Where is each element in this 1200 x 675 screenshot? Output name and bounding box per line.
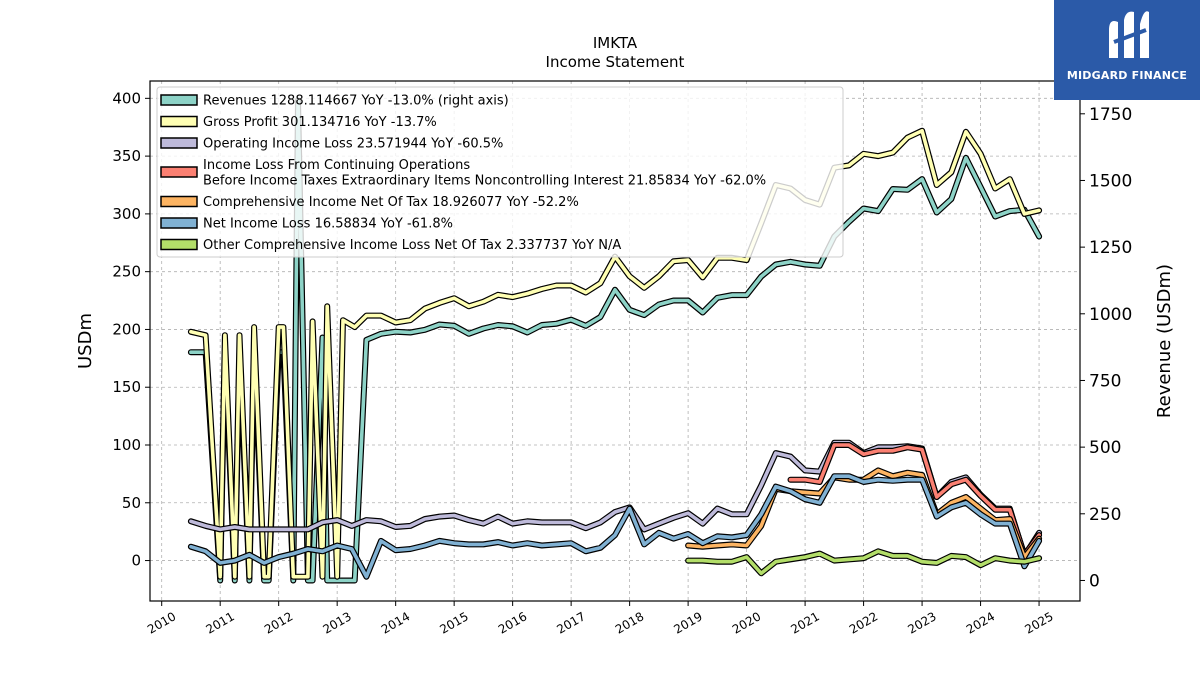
x-tick-label: 2018: [613, 609, 646, 636]
legend-swatch: [160, 115, 198, 128]
y-tick-label: 100: [112, 436, 141, 454]
legend-entry-line: Comprehensive Income Net Of Tax 18.92607…: [203, 195, 579, 210]
x-tick-label: 2012: [262, 609, 295, 636]
legend-entry: Income Loss From Continuing Operations Be…: [203, 158, 766, 189]
company-logo: MIDGARD FINANCE: [1054, 0, 1200, 100]
y2-tick-label: 250: [1089, 505, 1121, 525]
legend-entry: Other Comprehensive Income Loss Net Of T…: [203, 238, 621, 253]
legend-swatch: [160, 238, 198, 251]
legend: Revenues 1288.114667 YoY -13.0% (right a…: [156, 86, 844, 258]
chart-title: IMKTA: [593, 34, 638, 52]
x-tick-label: 2023: [905, 609, 938, 636]
legend-entry-line: Other Comprehensive Income Loss Net Of T…: [203, 238, 621, 253]
legend-entry: Revenues 1288.114667 YoY -13.0% (right a…: [203, 94, 509, 109]
legend-entry-line: Operating Income Loss 23.571944 YoY -60.…: [203, 137, 503, 152]
x-tick-label: 2016: [496, 609, 529, 636]
series-1: [187, 127, 1043, 580]
y-tick-label: 150: [112, 378, 141, 396]
logo-mark-icon: [1109, 11, 1149, 58]
x-tick-label: 2015: [437, 609, 470, 636]
y-tick-label: 200: [112, 320, 141, 338]
x-tick-label: 2020: [730, 609, 763, 636]
x-tick-label: 2010: [145, 609, 178, 636]
series-6: [685, 548, 1043, 577]
x-tick-label: 2014: [379, 609, 412, 636]
plot-frame: [149, 80, 1081, 602]
y-tick-label: 250: [112, 263, 141, 281]
series-line: [686, 549, 1041, 576]
y2-axis-label: Revenue (USDm): [1154, 264, 1175, 418]
x-tick-label: 2024: [964, 609, 997, 636]
y2-tick-label: 750: [1089, 371, 1121, 391]
legend-swatch: [160, 137, 198, 149]
series-line: [788, 443, 1041, 557]
chart-subtitle: Income Statement: [546, 53, 685, 71]
y2-tick-label: 1500: [1089, 171, 1132, 191]
legend-entry: Net Income Loss 16.58834 YoY -61.8%: [203, 217, 453, 232]
series-5: [187, 473, 1043, 580]
x-tick-label: 2013: [320, 609, 353, 636]
y-tick-label: 300: [112, 205, 141, 223]
x-tick-label: 2011: [203, 609, 236, 636]
legend-swatch: [160, 166, 198, 178]
legend-entry-line: Gross Profit 301.134716 YoY -13.7%: [203, 115, 437, 130]
series-line: [189, 474, 1041, 579]
series-3: [787, 442, 1043, 558]
y2-tick-label: 500: [1089, 438, 1121, 458]
x-tick-label: 2022: [847, 609, 880, 636]
legend-swatch: [160, 195, 198, 208]
y-tick-label: 400: [112, 89, 141, 107]
y-axis-label: USDm: [75, 313, 96, 369]
x-tick-label: 2025: [1022, 609, 1055, 636]
y2-tick-label: 1250: [1089, 238, 1132, 258]
legend-swatch: [160, 94, 198, 106]
y2-tick-label: 1750: [1089, 105, 1132, 125]
y-tick-label: 350: [112, 147, 141, 165]
legend-entry-line: Net Income Loss 16.58834 YoY -61.8%: [203, 217, 453, 232]
legend-box: [156, 86, 844, 258]
logo-text: MIDGARD FINANCE: [1066, 69, 1188, 82]
x-tick-label: 2019: [671, 609, 704, 636]
y2-tick-label: 1000: [1089, 305, 1132, 325]
legend-entry: Gross Profit 301.134716 YoY -13.7%: [203, 115, 437, 130]
y-tick-label: 50: [122, 494, 141, 512]
legend-entry: Comprehensive Income Net Of Tax 18.92607…: [203, 195, 579, 210]
legend-entry-line: Revenues 1288.114667 YoY -13.0% (right a…: [203, 94, 509, 109]
x-tick-label: 2021: [788, 609, 821, 636]
y-tick-label: 0: [131, 552, 141, 570]
y2-tick-label: 0: [1089, 571, 1100, 591]
legend-swatch: [160, 217, 198, 229]
legend-entry: Operating Income Loss 23.571944 YoY -60.…: [203, 137, 503, 152]
series-line: [189, 128, 1041, 579]
legend-entry-line: Before Income Taxes Extraordinary Items …: [203, 174, 766, 189]
legend-entry-line: Income Loss From Continuing Operations: [203, 158, 470, 173]
x-tick-label: 2017: [554, 609, 587, 636]
series-lines: [187, 97, 1043, 584]
